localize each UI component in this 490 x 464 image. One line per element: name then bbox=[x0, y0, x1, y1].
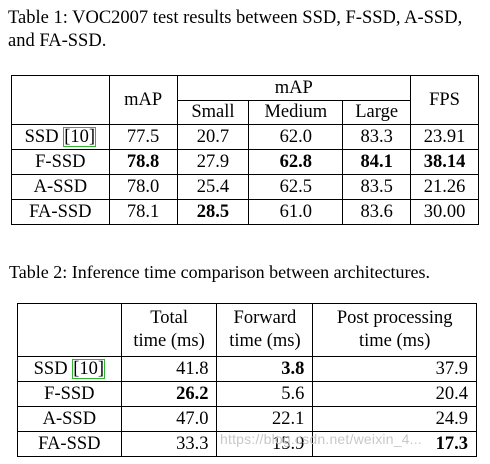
cell-large: 83.3 bbox=[342, 124, 412, 150]
table-row: A-SSD 78.0 25.4 62.5 83.5 21.26 bbox=[11, 174, 479, 200]
row-label-fa-ssd: FA-SSD bbox=[17, 431, 122, 457]
table-row: SSD [10] 77.5 20.7 62.0 83.3 23.91 bbox=[11, 124, 479, 150]
table-row: FA-SSD 78.1 28.5 61.0 83.6 30.00 bbox=[11, 199, 479, 225]
table1: mAP mAP FPS Small Medium Large SSD [10] … bbox=[11, 75, 479, 225]
cell-post: 37.9 bbox=[312, 356, 477, 382]
cell-forward: 3.8 bbox=[216, 356, 314, 382]
cell-small: 25.4 bbox=[176, 174, 250, 200]
row-label-f-ssd: F-SSD bbox=[11, 149, 110, 175]
row-label-a-ssd: A-SSD bbox=[11, 174, 110, 200]
cell-medium: 62.5 bbox=[248, 174, 344, 200]
table-row: A-SSD 47.0 22.1 24.9 bbox=[17, 406, 477, 432]
table1-header-small: Small bbox=[176, 99, 250, 125]
citation-link[interactable]: [10] bbox=[63, 127, 97, 147]
table1-header-medium: Medium bbox=[248, 99, 344, 125]
cell-small: 28.5 bbox=[176, 199, 250, 225]
cell-fps: 23.91 bbox=[410, 124, 479, 150]
cell-post: 24.9 bbox=[312, 406, 477, 432]
cell-medium: 62.8 bbox=[248, 149, 344, 175]
table1-empty-corner bbox=[11, 75, 110, 125]
table2-header-total: Total time (ms) bbox=[120, 303, 218, 357]
cell-post: 20.4 bbox=[312, 381, 477, 407]
row-label-ssd: SSD [10] bbox=[11, 124, 110, 150]
table1-header-fps: FPS bbox=[410, 75, 479, 125]
table-row: FA-SSD 33.3 15.9 17.3 bbox=[17, 431, 477, 457]
table-row: F-SSD 26.2 5.6 20.4 bbox=[17, 381, 477, 407]
row-label-a-ssd: A-SSD bbox=[17, 406, 122, 432]
cell-forward: 15.9 bbox=[216, 431, 314, 457]
watermark: https://blog.csdn.net/weixin_4... bbox=[220, 431, 422, 447]
row-label-f-ssd: F-SSD bbox=[17, 381, 122, 407]
table2-empty-corner bbox=[17, 303, 122, 357]
cell-map: 78.0 bbox=[108, 174, 178, 200]
table1-header-map: mAP bbox=[108, 75, 178, 125]
table1-header-map-group: mAP bbox=[176, 75, 412, 101]
cell-total: 33.3 bbox=[120, 431, 218, 457]
cell-total: 26.2 bbox=[120, 381, 218, 407]
citation-link[interactable]: [10] bbox=[72, 359, 106, 379]
row-label-ssd: SSD [10] bbox=[17, 356, 122, 382]
table-row: F-SSD 78.8 27.9 62.8 84.1 38.14 bbox=[11, 149, 479, 175]
table2-header-forward: Forward time (ms) bbox=[216, 303, 314, 357]
table-row: SSD [10] 41.8 3.8 37.9 bbox=[17, 356, 477, 382]
cell-medium: 62.0 bbox=[248, 124, 344, 150]
table2: Total time (ms) Forward time (ms) Post pro… bbox=[17, 303, 477, 457]
cell-forward: 22.1 bbox=[216, 406, 314, 432]
table2-caption: Table 2: Inference time comparison betwe… bbox=[9, 262, 431, 282]
cell-fps: 21.26 bbox=[410, 174, 479, 200]
cell-medium: 61.0 bbox=[248, 199, 344, 225]
cell-map: 78.8 bbox=[108, 149, 178, 175]
table1-header-large: Large bbox=[342, 99, 412, 125]
cell-forward: 5.6 bbox=[216, 381, 314, 407]
cell-total: 41.8 bbox=[120, 356, 218, 382]
table1-caption: Table 1: VOC2007 test results between SS… bbox=[8, 8, 463, 51]
table2-header-post: Post processing time (ms) bbox=[312, 303, 477, 357]
cell-fps: 30.00 bbox=[410, 199, 479, 225]
cell-post: 17.3 bbox=[312, 431, 477, 457]
cell-large: 84.1 bbox=[342, 149, 412, 175]
cell-map: 78.1 bbox=[108, 199, 178, 225]
cell-large: 83.6 bbox=[342, 199, 412, 225]
row-label-fa-ssd: FA-SSD bbox=[11, 199, 110, 225]
cell-fps: 38.14 bbox=[410, 149, 479, 175]
cell-total: 47.0 bbox=[120, 406, 218, 432]
cell-small: 20.7 bbox=[176, 124, 250, 150]
cell-map: 77.5 bbox=[108, 124, 178, 150]
cell-large: 83.5 bbox=[342, 174, 412, 200]
cell-small: 27.9 bbox=[176, 149, 250, 175]
